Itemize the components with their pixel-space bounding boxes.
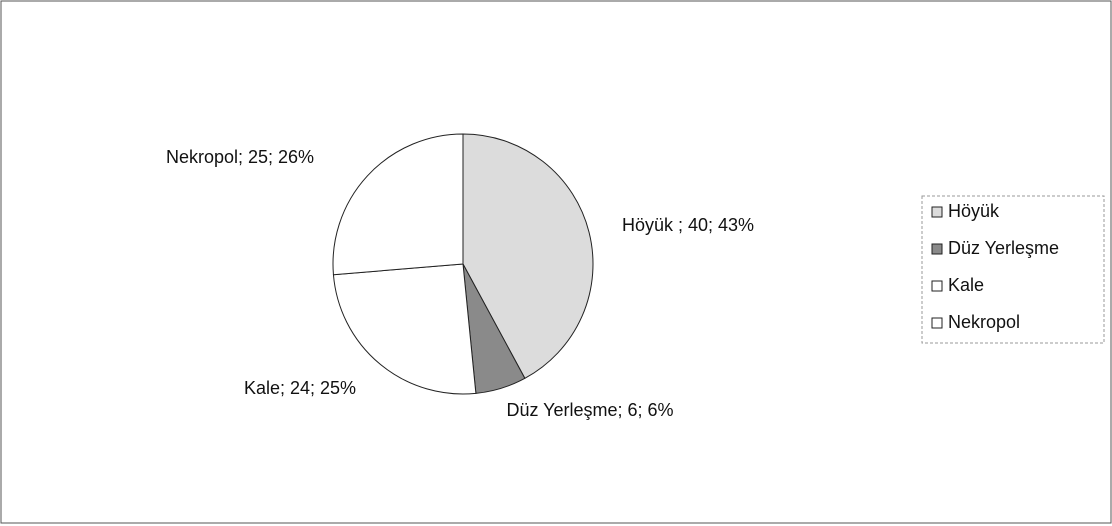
legend-swatch xyxy=(931,317,943,329)
data-label: Düz Yerleşme; 6; 6% xyxy=(506,400,674,420)
data-label: Kale; 24; 25% xyxy=(243,378,357,398)
legend-swatch xyxy=(931,243,943,255)
pie-slice xyxy=(332,133,464,276)
pie-slice xyxy=(462,133,594,380)
legend-label: Kale xyxy=(948,275,984,295)
legend-label: Nekropol xyxy=(948,312,1020,332)
legend-label: Höyük xyxy=(948,201,1000,221)
legend-swatch xyxy=(931,206,943,218)
pie-slice xyxy=(332,263,477,395)
legend-box xyxy=(921,195,1105,344)
legend-label: Düz Yerleşme xyxy=(948,238,1059,258)
data-label: Nekropol; 25; 26% xyxy=(165,147,315,167)
legend-swatch xyxy=(931,280,943,292)
data-label: Höyük ; 40; 43% xyxy=(621,215,755,235)
